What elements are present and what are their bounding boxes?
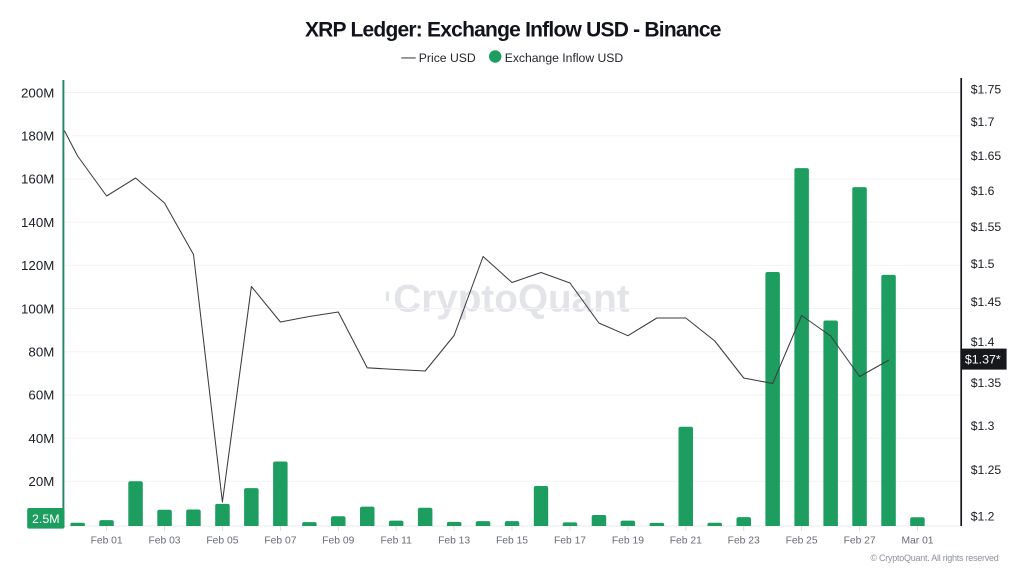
svg-text:$1.35: $1.35 bbox=[971, 376, 1002, 390]
svg-text:$1.45: $1.45 bbox=[971, 295, 1002, 309]
svg-text:Exchange Inflow USD: Exchange Inflow USD bbox=[505, 51, 624, 65]
svg-text:XRP Ledger: Exchange Inflow US: XRP Ledger: Exchange Inflow USD - Binanc… bbox=[305, 18, 721, 41]
svg-text:Feb 19: Feb 19 bbox=[612, 536, 644, 547]
svg-text:$1.6: $1.6 bbox=[971, 184, 995, 198]
svg-text:20M: 20M bbox=[28, 474, 54, 489]
svg-text:160M: 160M bbox=[21, 172, 54, 187]
svg-text:80M: 80M bbox=[28, 345, 54, 360]
svg-text:$1.65: $1.65 bbox=[971, 149, 1002, 163]
svg-text:Feb 21: Feb 21 bbox=[670, 536, 702, 547]
svg-text:Feb 13: Feb 13 bbox=[438, 536, 470, 547]
svg-text:Feb 05: Feb 05 bbox=[206, 536, 238, 547]
svg-text:$1.2: $1.2 bbox=[971, 509, 995, 523]
svg-text:40M: 40M bbox=[28, 431, 54, 446]
svg-text:CryptoQuant: CryptoQuant bbox=[393, 277, 630, 320]
svg-text:$1.25: $1.25 bbox=[971, 463, 1002, 477]
svg-text:200M: 200M bbox=[21, 85, 54, 100]
svg-text:$1.4: $1.4 bbox=[971, 335, 995, 349]
svg-text:Feb 09: Feb 09 bbox=[322, 536, 354, 547]
svg-text:Mar 01: Mar 01 bbox=[901, 536, 933, 547]
svg-text:Feb 17: Feb 17 bbox=[554, 536, 586, 547]
svg-text:100M: 100M bbox=[21, 301, 54, 316]
svg-text:120M: 120M bbox=[21, 258, 54, 273]
svg-text:Feb 27: Feb 27 bbox=[844, 536, 876, 547]
svg-text:Feb 23: Feb 23 bbox=[728, 536, 760, 547]
svg-text:$1.37*: $1.37* bbox=[965, 353, 1001, 367]
svg-text:$1.55: $1.55 bbox=[971, 220, 1002, 234]
svg-text:© CryptoQuant. All rights rese: © CryptoQuant. All rights reserved bbox=[870, 553, 998, 563]
svg-text:Feb 01: Feb 01 bbox=[91, 536, 123, 547]
svg-text:$1.75: $1.75 bbox=[971, 82, 1002, 96]
svg-text:Feb 15: Feb 15 bbox=[496, 536, 528, 547]
svg-text:60M: 60M bbox=[28, 388, 54, 403]
svg-text:2.5M: 2.5M bbox=[32, 512, 60, 526]
svg-text:Feb 03: Feb 03 bbox=[148, 536, 180, 547]
svg-text:180M: 180M bbox=[21, 129, 54, 144]
svg-text:Feb 07: Feb 07 bbox=[264, 536, 296, 547]
svg-text:Feb 25: Feb 25 bbox=[786, 536, 818, 547]
svg-text:$1.3: $1.3 bbox=[971, 419, 995, 433]
svg-text:140M: 140M bbox=[21, 215, 54, 230]
svg-text:$1.7: $1.7 bbox=[971, 115, 995, 129]
svg-text:Feb 11: Feb 11 bbox=[381, 536, 413, 547]
svg-text:Price USD: Price USD bbox=[419, 51, 476, 65]
svg-text:$1.5: $1.5 bbox=[971, 257, 995, 271]
